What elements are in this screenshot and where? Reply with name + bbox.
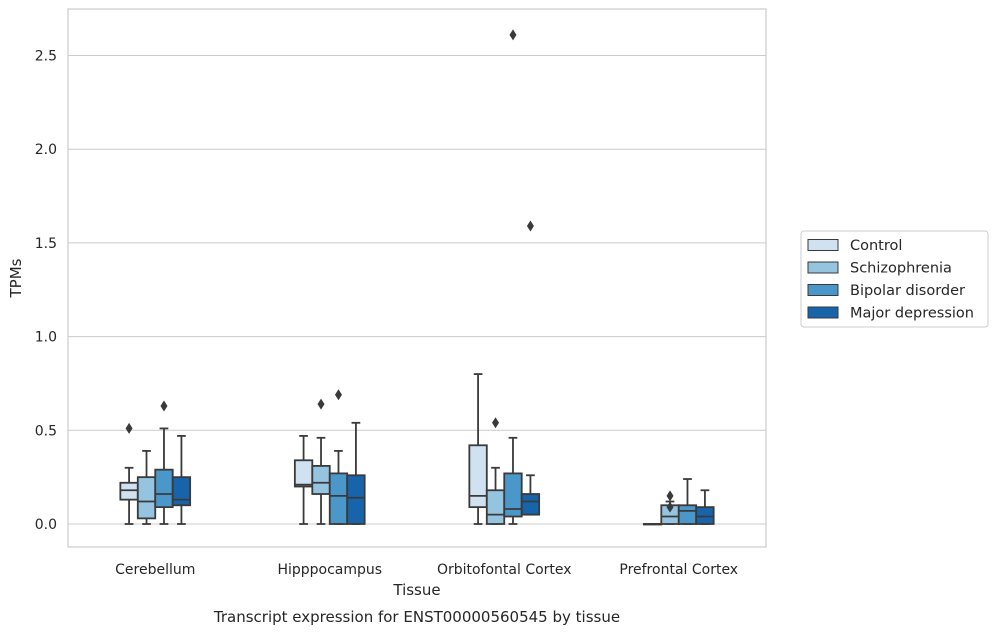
y-axis-label: TPMs [7, 258, 25, 298]
box-1-2 [328, 389, 349, 525]
box-0-0 [119, 422, 139, 525]
legend-label: Schizophrenia [850, 261, 952, 277]
outlier-point [160, 400, 168, 412]
box-2-1 [485, 417, 506, 525]
x-tick-label: Hipppocampus [277, 562, 382, 578]
x-axis-label: Tissue [392, 581, 440, 599]
legend-swatch [807, 239, 839, 251]
legend-item: Bipolar disorder [807, 283, 965, 299]
box-iqr [293, 459, 314, 488]
outlier-point [509, 29, 517, 41]
outlier-point [666, 490, 674, 502]
y-tick-label: 2.0 [35, 142, 57, 158]
box-2-0 [468, 373, 488, 525]
x-tick-label: Prefrontal Cortex [619, 562, 738, 578]
outlier-point [526, 220, 534, 232]
box-iqr [503, 472, 523, 518]
grid-lines [68, 55, 766, 525]
y-tick-label: 2.5 [35, 49, 57, 65]
legend-item: Control [807, 238, 902, 254]
box-3-1 [660, 490, 680, 525]
y-axis-ticks: 0.0 0.5 1.0 1.5 2.0 2.5 [35, 49, 57, 534]
box-iqr [136, 476, 157, 520]
box-iqr [328, 472, 349, 525]
box-3-0 [642, 523, 663, 526]
box-0-3 [171, 435, 192, 525]
legend-frame [800, 230, 989, 328]
x-tick-label: Cerebellum [115, 562, 195, 578]
chart-caption: Transcript expression for ENST0000056054… [213, 608, 620, 626]
box-0-2 [154, 400, 174, 525]
legend-swatch [807, 284, 839, 296]
outlier-point [666, 501, 674, 513]
x-axis-ticks: Cerebellum Hipppocampus Orbitofontal Corte… [115, 562, 738, 578]
legend-swatch [807, 306, 839, 319]
box-iqr [154, 468, 174, 509]
box-groups [119, 29, 715, 526]
box-iqr [468, 444, 488, 509]
plot-frame [67, 8, 767, 548]
legend-label: Bipolar disorder [850, 283, 965, 299]
legend: Control Schizophrenia Bipolar disorder Majo… [800, 230, 989, 328]
x-tick-label: Orbitofontal Cortex [437, 562, 572, 578]
box-1-3 [346, 421, 366, 525]
box-iqr [311, 465, 331, 495]
y-tick-label: 1.5 [35, 236, 57, 252]
legend-item: Major depression [807, 306, 974, 322]
box-iqr [485, 489, 506, 525]
box-2-3 [520, 220, 541, 516]
box-1-0 [293, 435, 314, 525]
box-iqr [695, 506, 715, 525]
box-1-1 [311, 398, 331, 525]
box-iqr [119, 481, 139, 501]
outlier-point [334, 389, 342, 401]
outlier-point [492, 417, 500, 429]
legend-item: Schizophrenia [807, 261, 952, 277]
box-0-1 [136, 450, 157, 525]
y-tick-label: 0.5 [35, 423, 57, 439]
y-tick-label: 1.0 [35, 330, 57, 346]
box-3-2 [677, 478, 698, 525]
box-3-3 [695, 489, 715, 525]
outlier-point [317, 398, 325, 410]
box-2-2 [503, 29, 523, 525]
box-iqr [171, 476, 192, 507]
y-tick-label: 0.0 [35, 517, 57, 533]
legend-label: Control [850, 238, 902, 254]
outlier-point [125, 422, 133, 434]
box-iqr [346, 474, 366, 525]
legend-swatch [807, 261, 839, 274]
box-iqr [520, 493, 541, 516]
box-iqr [677, 504, 698, 525]
legend-label: Major depression [850, 306, 974, 322]
